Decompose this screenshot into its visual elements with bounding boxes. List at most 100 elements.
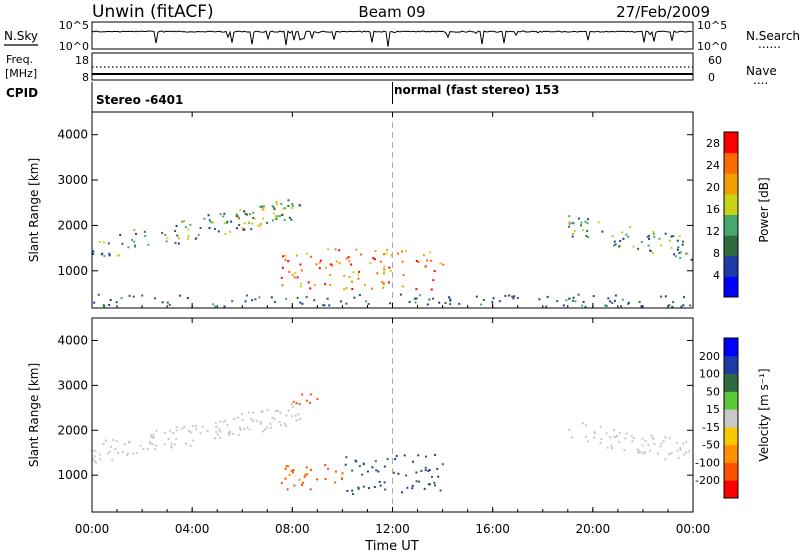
data-cell [662, 440, 665, 443]
data-cell [664, 232, 667, 235]
data-cell [357, 486, 360, 489]
data-cell [280, 424, 282, 427]
data-cell [319, 259, 322, 262]
data-cell [582, 422, 584, 425]
data-cell [353, 296, 356, 299]
data-cell [676, 248, 679, 251]
x-tick-label: 04:00 [175, 522, 210, 536]
data-cell [652, 230, 655, 233]
data-cell [426, 259, 429, 262]
x-tick-label: 00:00 [75, 522, 110, 536]
data-cell [425, 455, 427, 458]
date-title: 27/Feb/2009 [616, 3, 710, 21]
data-cell [420, 469, 423, 472]
data-cell [166, 301, 169, 304]
data-cell [296, 276, 299, 279]
data-cell [151, 436, 154, 439]
data-cell [341, 478, 343, 481]
data-cell [300, 282, 303, 285]
data-cell [251, 299, 254, 302]
data-cell [631, 440, 634, 443]
data-cell [649, 249, 652, 252]
data-cell [430, 288, 433, 291]
data-cell [592, 295, 595, 298]
data-cell [298, 403, 301, 406]
data-cell [568, 222, 571, 225]
data-cell [287, 260, 290, 263]
data-cell [247, 411, 250, 414]
data-cell [426, 303, 429, 306]
data-cell [620, 305, 622, 308]
data-cell [334, 481, 337, 484]
data-cell [346, 489, 349, 492]
cpid-right-label: normal (fast stereo) 153 [394, 83, 560, 97]
data-cell [295, 419, 298, 422]
data-cell [672, 301, 675, 304]
data-cell [546, 295, 549, 298]
data-cell [119, 233, 122, 236]
data-cell [653, 235, 656, 238]
data-cell [449, 298, 452, 301]
data-cell [133, 240, 136, 243]
colorbar-tick-label: -100 [695, 456, 720, 469]
data-cell [399, 293, 402, 296]
data-cell [401, 285, 404, 288]
data-cell [345, 287, 348, 290]
data-cell [301, 481, 304, 484]
data-cell [215, 425, 218, 428]
data-cell [93, 460, 96, 463]
data-cell [688, 450, 691, 453]
data-cell [176, 234, 179, 237]
data-cell [601, 230, 604, 233]
data-cell [309, 488, 312, 491]
data-cell [351, 489, 354, 492]
data-cell [283, 219, 286, 221]
data-cell [571, 222, 574, 225]
data-cell [251, 411, 254, 414]
data-cell [582, 229, 584, 232]
data-cell [120, 297, 123, 300]
data-cell [433, 270, 436, 273]
colorbar-swatch [724, 276, 738, 298]
data-cell [291, 406, 294, 409]
x-tick-labels: 00:00 04:00 08:00 12:00 16:00 20:00 00:00 [75, 522, 711, 536]
data-cell [105, 439, 107, 442]
data-cell [146, 447, 149, 450]
data-cell [538, 298, 541, 301]
data-cell [685, 441, 688, 444]
data-cell [584, 305, 587, 308]
data-cell [640, 305, 643, 308]
data-cell [587, 218, 590, 221]
data-cell [659, 445, 662, 448]
data-cell [644, 439, 647, 442]
data-cell [690, 258, 693, 261]
colorbar-swatch [724, 193, 738, 215]
data-cell [106, 452, 109, 455]
data-cell [260, 410, 263, 413]
data-cell [424, 266, 426, 269]
data-cell [161, 231, 164, 234]
data-cell [222, 215, 225, 218]
data-cell [214, 228, 216, 230]
data-cell [383, 283, 386, 286]
data-cell [365, 300, 367, 303]
data-cell [644, 451, 647, 454]
data-cell [609, 300, 612, 303]
data-cell [248, 213, 251, 216]
data-cell [545, 305, 548, 308]
data-cell [587, 440, 590, 443]
data-cell [150, 434, 152, 437]
data-cell [322, 304, 325, 307]
data-cell [278, 215, 281, 218]
data-cell [287, 465, 290, 468]
colorbar-frame [723, 131, 739, 298]
data-cell [279, 411, 282, 414]
data-cell [430, 259, 433, 262]
data-cell [237, 215, 240, 218]
data-cell [480, 303, 483, 306]
data-cell [512, 297, 515, 300]
data-cell [257, 224, 260, 227]
data-cell [625, 432, 628, 435]
data-cell [638, 300, 641, 303]
data-cell [239, 428, 242, 431]
